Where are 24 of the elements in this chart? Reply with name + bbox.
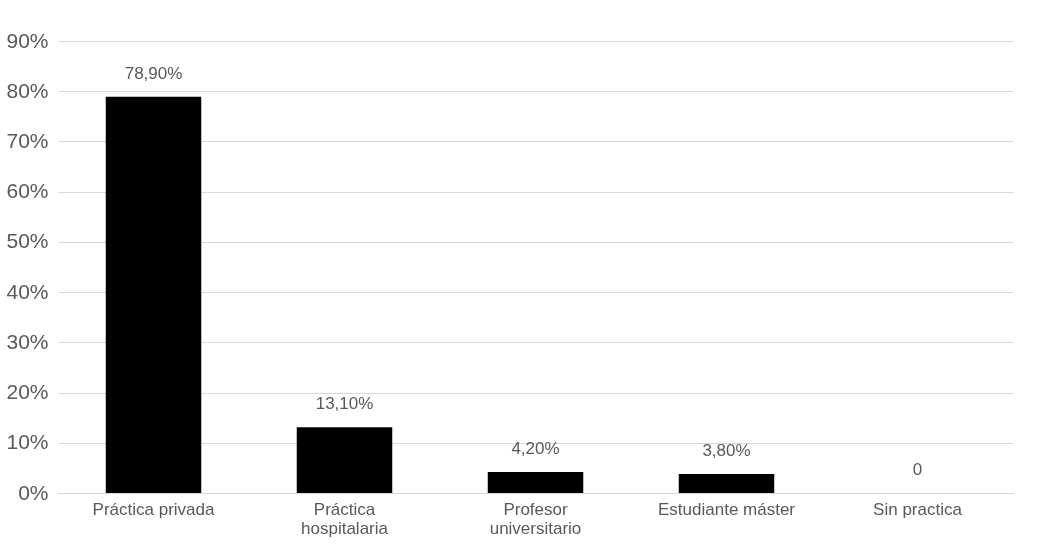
x-tick-label: Práctica hospitalaria <box>301 499 389 538</box>
y-tick-label: 70% <box>6 128 49 152</box>
x-tick-label: Estudiante máster <box>657 499 796 519</box>
y-tick-label: 60% <box>6 179 49 203</box>
data-label: 0 <box>912 460 923 479</box>
data-label: 4,20% <box>511 438 560 458</box>
x-tick-label: Práctica privada <box>92 499 215 519</box>
bar <box>487 471 584 493</box>
y-tick-label: 0% <box>18 480 49 504</box>
data-label: 13,10% <box>315 394 374 414</box>
bar <box>105 96 202 493</box>
y-tick-label: 50% <box>6 229 49 253</box>
y-tick-label: 90% <box>6 28 49 52</box>
data-label: 3,80% <box>702 440 751 460</box>
y-tick-label: 80% <box>6 78 49 102</box>
x-tick-label: Sin practica <box>873 499 963 519</box>
y-tick-label: 20% <box>6 380 49 404</box>
data-label: 78,90% <box>124 63 183 83</box>
bar <box>678 473 775 493</box>
bar <box>296 427 393 493</box>
y-tick-label: 40% <box>6 279 49 303</box>
x-tick-label: Profesor universitario <box>489 499 582 538</box>
y-tick-label: 30% <box>6 329 49 353</box>
y-tick-label: 10% <box>6 430 49 454</box>
